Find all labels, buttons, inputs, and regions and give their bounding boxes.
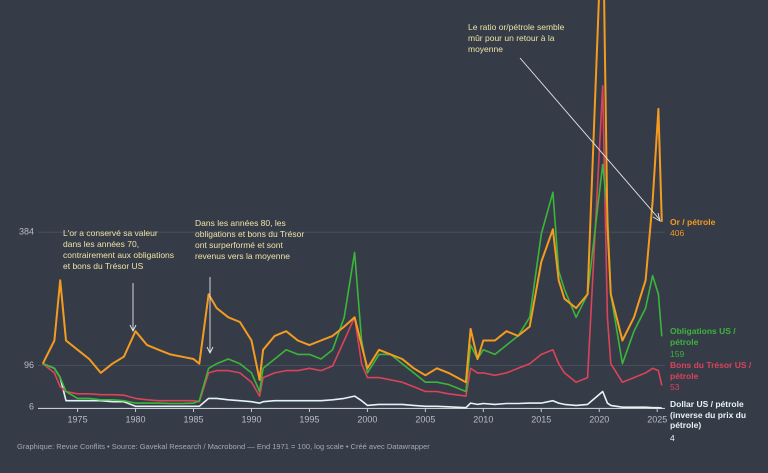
plot-area <box>41 0 663 409</box>
annotation: Dans les années 80, les obligations et b… <box>195 218 305 261</box>
end-value-label: 406 <box>670 228 685 238</box>
x-tick-label: 2000 <box>357 414 377 424</box>
y-tick-label: 384 <box>19 226 34 236</box>
series-line <box>41 0 663 384</box>
y-tick-label: 6 <box>29 402 34 412</box>
annotation: Le ratio or/pétrole semble mûr pour un r… <box>468 22 565 54</box>
series-line <box>42 84 663 403</box>
x-tick-label: 2005 <box>415 414 435 424</box>
x-tick-label: 1975 <box>68 414 88 424</box>
x-tick-label: 2020 <box>589 414 609 424</box>
arrow-head <box>129 324 137 333</box>
end-value-label: 4 <box>670 433 675 443</box>
end-value-label: 53 <box>670 382 680 392</box>
x-tick-label: 1985 <box>183 414 203 424</box>
y-tick-label: 96 <box>24 360 34 370</box>
x-tick-label: 2015 <box>531 414 551 424</box>
arrow <box>519 57 661 221</box>
x-tick-label: 1995 <box>299 414 319 424</box>
series-label: Dollar US / pétrole (inverse du prix du … <box>670 399 747 430</box>
x-tick-label: 2025 <box>647 414 667 424</box>
series-line <box>42 163 663 405</box>
x-tick-label: 1980 <box>126 414 146 424</box>
x-tick-label: 1990 <box>241 414 261 424</box>
end-value-label: 159 <box>670 349 685 359</box>
annotation: L'or a conservé sa valeur dans les année… <box>63 228 175 271</box>
series-label: Bons du Trésor US / pétrole <box>670 360 752 381</box>
arrows <box>129 57 661 355</box>
arrow-head <box>206 346 214 355</box>
series-line <box>42 362 662 409</box>
series-label: Obligations US / pétrole <box>670 326 736 347</box>
x-tick-label: 2010 <box>473 414 493 424</box>
series-label: Or / pétrole <box>670 217 716 227</box>
arrow-head <box>652 212 661 222</box>
footer-note: Graphique: Revue Conflits • Source: Gave… <box>17 442 430 451</box>
